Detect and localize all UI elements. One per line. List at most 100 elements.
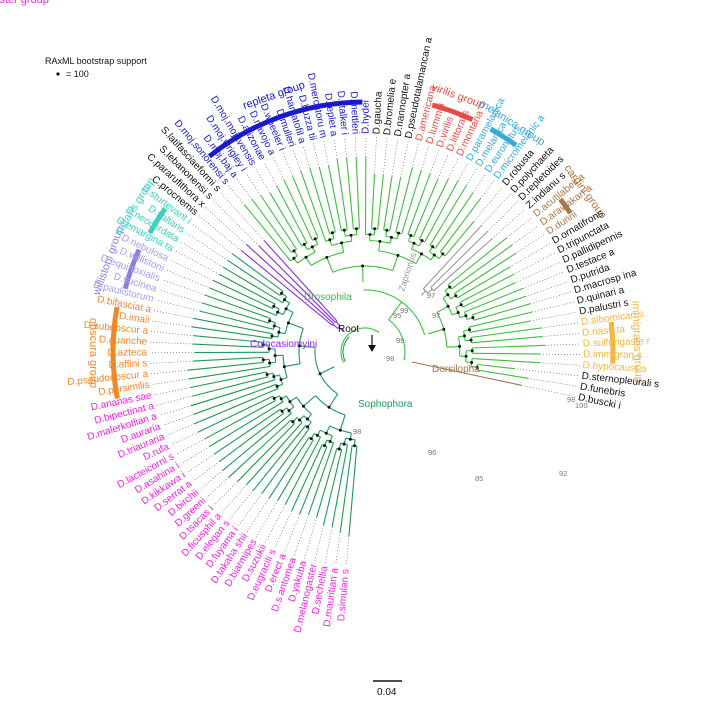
leader-line	[152, 320, 192, 328]
bootstrap-dot-icon	[470, 349, 474, 353]
bootstrap-dot-icon	[464, 354, 468, 358]
tree-branch	[341, 242, 345, 253]
leader-line	[304, 517, 317, 559]
leader-line	[284, 514, 300, 552]
leader-line	[166, 423, 195, 436]
tree-branch	[470, 327, 542, 339]
tree-branch	[472, 352, 541, 355]
tree-branch	[193, 317, 273, 335]
leader-line	[473, 186, 503, 222]
leader-line	[212, 199, 260, 247]
tree-branch	[439, 198, 481, 253]
tree-branch	[433, 238, 493, 292]
leader-line	[159, 405, 192, 416]
root-marker: Root	[338, 324, 376, 352]
tree-branch	[453, 252, 516, 294]
tree-branch	[319, 366, 335, 375]
tree-branch	[193, 383, 277, 415]
taxon-label: D.mettleri	[348, 91, 361, 134]
tree-branch	[305, 257, 312, 266]
tree-branch	[468, 311, 533, 328]
leader-line	[491, 208, 526, 240]
bootstrap-dot-icon	[468, 328, 471, 332]
bootstrap-value: 97	[432, 311, 440, 320]
leader-line	[152, 378, 190, 385]
bootstrap-dot-icon	[412, 241, 416, 245]
bootstrap-dot-icon	[270, 334, 274, 338]
leader-line	[447, 158, 459, 180]
leader-line	[246, 498, 270, 532]
tree-branch	[194, 388, 279, 425]
leader-line	[175, 250, 220, 275]
leader-line	[162, 279, 205, 296]
tree-branch	[407, 173, 431, 235]
bootstrap-value: 95	[393, 311, 401, 320]
leader-line	[544, 343, 580, 346]
tree-branch	[240, 250, 333, 326]
bootstrap-dot-icon	[458, 344, 462, 348]
taxon-label: D.imaii	[118, 311, 150, 326]
taxon-label: D.stalker i	[335, 90, 350, 135]
tree-branch	[213, 408, 281, 455]
leader-line	[282, 153, 293, 177]
taxon-label: D.gaucha	[371, 91, 384, 135]
group-label: immigrans group	[629, 301, 644, 383]
tree-branch	[392, 255, 399, 271]
tree-branch	[456, 266, 511, 299]
bootstrap-dot-icon	[279, 378, 283, 382]
leader-line	[166, 269, 210, 289]
tree-branch	[383, 176, 393, 230]
bootstrap-dot-icon	[327, 405, 331, 409]
tree-branch	[251, 198, 292, 253]
bootstrap-dot-icon	[291, 420, 295, 424]
leader-line	[525, 281, 569, 297]
leader-line	[532, 301, 575, 313]
leader-line	[154, 387, 191, 396]
leader-line	[192, 223, 233, 255]
bootstrap-dot-icon	[286, 321, 290, 325]
tree-branch	[473, 303, 531, 321]
group-label: melanogaster group	[0, 0, 49, 6]
clade-label-colocasiomyini: Colocasiomyini	[250, 339, 317, 350]
tree-branch	[188, 365, 271, 380]
legend-dot-icon	[56, 72, 60, 76]
tree-branch	[246, 244, 335, 325]
leader-line	[175, 438, 206, 455]
tree-branch	[378, 241, 381, 251]
bootstrap-dot-icon	[272, 396, 276, 400]
bootstrap-dot-icon	[348, 437, 352, 441]
taxon-label: D.guanche	[99, 334, 148, 347]
bootstrap-dot-icon	[279, 397, 283, 401]
leader-line	[156, 299, 201, 312]
legend-title: RAxML bootstrap support	[45, 56, 147, 66]
leader-line	[314, 525, 324, 562]
tree-branch	[209, 287, 277, 316]
bootstrap-dot-icon	[342, 228, 346, 232]
tree-branch	[219, 412, 284, 462]
taxon-label: D.immigran s	[583, 349, 642, 361]
tree-arc	[388, 319, 406, 361]
bootstrap-dot-icon	[328, 440, 332, 443]
bootstrap-dot-icon	[471, 316, 475, 320]
tree-branch	[284, 363, 301, 368]
bootstrap-dot-icon	[342, 442, 346, 446]
bootstrap-dot-icon	[349, 233, 353, 237]
taxon-label: D.hypocaust a	[582, 360, 647, 375]
tree-branch	[204, 294, 271, 319]
bootstrap-dot-icon	[261, 358, 265, 362]
tree-branch	[471, 358, 540, 364]
tree-arc	[342, 336, 350, 362]
group-arc	[558, 197, 573, 215]
tree-branch	[477, 363, 515, 370]
tree-branch	[197, 395, 274, 433]
bootstrap-dot-icon	[292, 249, 296, 253]
bootstrap-dot-icon	[389, 235, 393, 239]
leader-line	[198, 215, 242, 251]
bootstrap-dot-icon	[446, 304, 450, 308]
tree-branch	[415, 253, 422, 264]
leader-line	[229, 490, 254, 520]
bootstrap-value: 85	[475, 474, 483, 483]
tree-branch	[252, 425, 307, 491]
bootstrap-dot-icon	[337, 447, 341, 451]
